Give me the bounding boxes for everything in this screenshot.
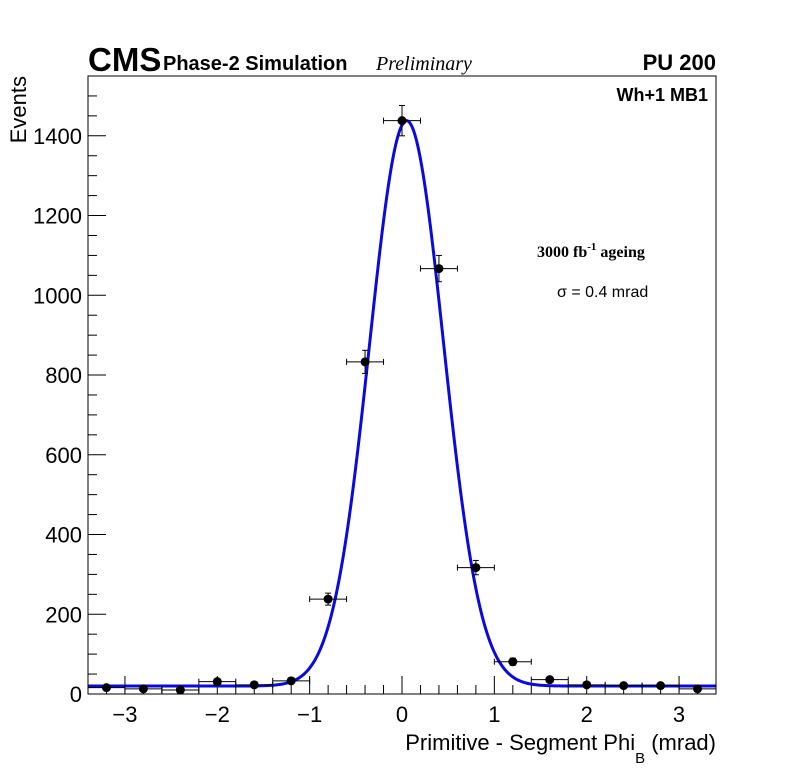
y-tick-label: 1000 [33,283,82,308]
y-tick-label: 0 [70,682,82,707]
data-marker [656,681,666,691]
x-axis-title-main: Primitive - Segment Phi [405,730,635,755]
y-axis-title: Events [6,76,31,143]
ageing-value: 3000 fb [537,244,587,261]
data-point [530,675,569,685]
axis-ticks: −3 −2 −1 0 1 2 3 0 200 400 600 800 1000 1200 1400 [33,75,717,727]
x-tick-label: −2 [205,702,230,727]
data-point [604,681,643,691]
data-marker [360,357,370,367]
x-tick-label: −3 [112,702,137,727]
data-marker [138,684,148,694]
y-tick-label: 200 [45,602,82,627]
data-marker [249,680,259,690]
y-tick-label: 600 [45,443,82,468]
data-marker [175,685,185,695]
ageing-exponent: -1 [587,241,596,253]
preliminary-label: Preliminary [375,53,472,75]
data-point [641,681,680,691]
x-tick-label: 2 [581,702,593,727]
data-point [235,680,274,690]
data-point [161,685,200,695]
data-marker [212,677,222,687]
y-tick-label: 1400 [33,124,82,149]
data-marker [508,657,518,667]
x-axis-title: Primitive - Segment PhiB (mrad) [405,730,716,767]
data-point [456,559,495,576]
data-point [309,592,348,606]
data-marker [286,676,296,686]
data-point [567,680,606,690]
sigma-label: σ = 0.4 mrad [557,284,648,301]
ageing-label: 3000 fb-1 ageing [537,241,645,261]
data-point [493,657,532,667]
y-tick-label: 400 [45,523,82,548]
pileup-label: PU 200 [643,50,716,75]
data-point [272,676,311,686]
x-axis-title-unit: (mrad) [645,730,716,755]
x-tick-label: 0 [396,702,408,727]
x-tick-label: 1 [488,702,500,727]
data-marker [582,680,592,690]
data-marker [619,681,629,691]
data-point [87,683,126,693]
x-axis-title-sub: B [635,750,645,767]
data-marker [323,594,333,604]
data-point [346,349,385,374]
data-marker [545,675,555,685]
fit-layer [88,119,716,688]
plot-frame [87,75,717,695]
data-points-layer [87,105,717,695]
x-tick-label: 3 [673,702,685,727]
data-point [383,105,421,137]
y-tick-label: 1200 [33,204,82,229]
x-tick-label: −1 [297,702,322,727]
fit-curve [88,119,716,688]
y-tick-label: 800 [45,363,82,388]
data-marker [471,563,481,573]
ageing-word: ageing [596,244,644,261]
cms-label: CMS [88,41,161,78]
data-point [419,254,458,283]
data-point [198,677,237,687]
data-marker [397,116,407,126]
data-point [124,684,163,694]
station-label: Wh+1 MB1 [616,85,708,105]
data-marker [693,684,703,694]
data-marker [101,683,111,693]
data-marker [434,264,444,274]
simulation-label: Phase-2 Simulation [163,53,348,75]
